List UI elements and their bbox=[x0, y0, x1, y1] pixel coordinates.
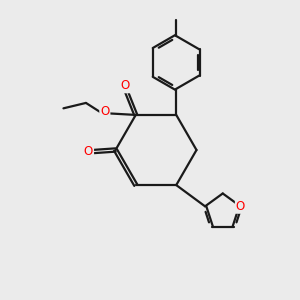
Text: O: O bbox=[236, 200, 245, 213]
Text: O: O bbox=[121, 79, 130, 92]
Text: O: O bbox=[84, 145, 93, 158]
Text: O: O bbox=[100, 105, 110, 119]
